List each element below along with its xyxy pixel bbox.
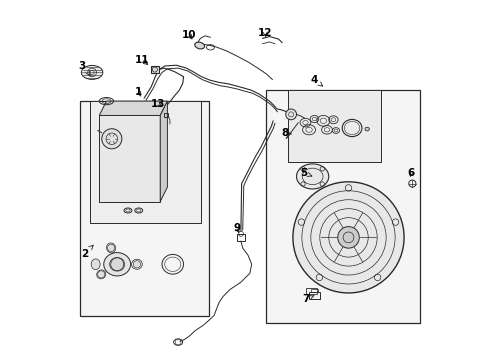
Text: 9: 9 <box>233 224 240 233</box>
Text: 4: 4 <box>310 75 322 86</box>
Ellipse shape <box>194 42 204 49</box>
Ellipse shape <box>109 257 124 271</box>
Bar <box>164 113 168 117</box>
Ellipse shape <box>364 127 368 131</box>
Circle shape <box>285 109 296 120</box>
Text: 5: 5 <box>300 168 311 178</box>
Text: 13: 13 <box>150 99 164 109</box>
Polygon shape <box>160 101 167 202</box>
Bar <box>305 288 316 294</box>
Text: 10: 10 <box>182 30 196 40</box>
Text: 3: 3 <box>79 61 90 75</box>
Bar <box>287 90 380 162</box>
Text: 2: 2 <box>81 245 93 258</box>
Ellipse shape <box>131 259 142 269</box>
Text: 1: 1 <box>135 87 142 97</box>
Polygon shape <box>99 101 167 116</box>
Circle shape <box>337 226 359 248</box>
Text: 12: 12 <box>258 28 272 38</box>
Bar <box>236 234 244 241</box>
Bar <box>308 292 320 299</box>
Text: 7: 7 <box>302 294 313 304</box>
Polygon shape <box>99 116 160 202</box>
Circle shape <box>292 182 403 293</box>
Ellipse shape <box>91 259 100 270</box>
Ellipse shape <box>103 253 130 276</box>
Text: 6: 6 <box>407 168 414 178</box>
Bar <box>150 66 159 73</box>
Ellipse shape <box>106 243 115 253</box>
Circle shape <box>102 129 122 149</box>
Ellipse shape <box>296 164 328 189</box>
Text: 11: 11 <box>135 55 149 65</box>
Bar <box>265 90 419 323</box>
Text: 8: 8 <box>281 128 291 138</box>
Ellipse shape <box>97 270 105 279</box>
Bar <box>310 289 317 292</box>
Bar <box>90 101 201 223</box>
Ellipse shape <box>81 66 102 80</box>
Bar <box>80 101 208 316</box>
